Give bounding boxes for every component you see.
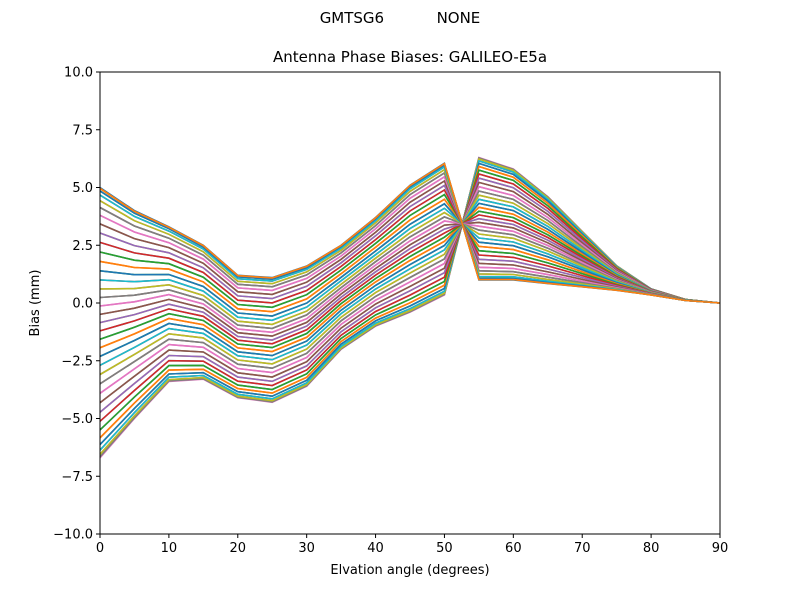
y-tick-label: −10.0: [53, 528, 93, 543]
x-tick-label: 40: [367, 541, 384, 556]
y-axis-ticks: 10.0 7.5 5.0 2.5 0.0 −2.5 −5.0 −7.5 −10.0: [53, 66, 100, 543]
y-tick-label: −7.5: [61, 470, 93, 485]
x-tick-label: 10: [161, 541, 178, 556]
series-line: [99, 162, 721, 446]
y-tick-label: 0.0: [72, 297, 93, 312]
x-tick-label: 70: [574, 541, 591, 556]
series-line: [99, 162, 721, 446]
series-line: [99, 162, 721, 304]
suptitle-antenna: GMTSG6: [319, 9, 385, 27]
x-axis-ticks: 0 10 20 30 40 50 60 70 80 90: [96, 534, 728, 556]
data-lines: [99, 156, 721, 459]
suptitle-radome: NONE: [436, 9, 481, 27]
x-axis-label: Elvation angle (degrees): [330, 563, 489, 578]
x-tick-label: 60: [505, 541, 522, 556]
y-tick-label: −5.0: [61, 412, 93, 427]
chart-title: Antenna Phase Biases: GALILEO-E5a: [272, 48, 548, 66]
y-tick-label: −2.5: [61, 354, 93, 369]
x-tick-label: 50: [436, 541, 453, 556]
series-line: [99, 198, 721, 313]
x-tick-label: 80: [643, 541, 660, 556]
x-tick-label: 90: [712, 541, 729, 556]
x-tick-label: 20: [230, 541, 247, 556]
y-axis-label: Bias (mm): [28, 270, 43, 337]
series-line: [99, 202, 721, 317]
y-tick-label: 10.0: [64, 66, 93, 81]
series-line: [99, 188, 721, 304]
y-tick-label: 5.0: [72, 181, 93, 196]
y-tick-label: 7.5: [72, 123, 93, 138]
series-line: [99, 169, 721, 431]
x-tick-label: 0: [96, 541, 104, 556]
figure-suptitle: GMTSG6 NONE: [0, 9, 800, 27]
y-tick-label: 2.5: [72, 239, 93, 254]
x-tick-label: 30: [298, 541, 315, 556]
